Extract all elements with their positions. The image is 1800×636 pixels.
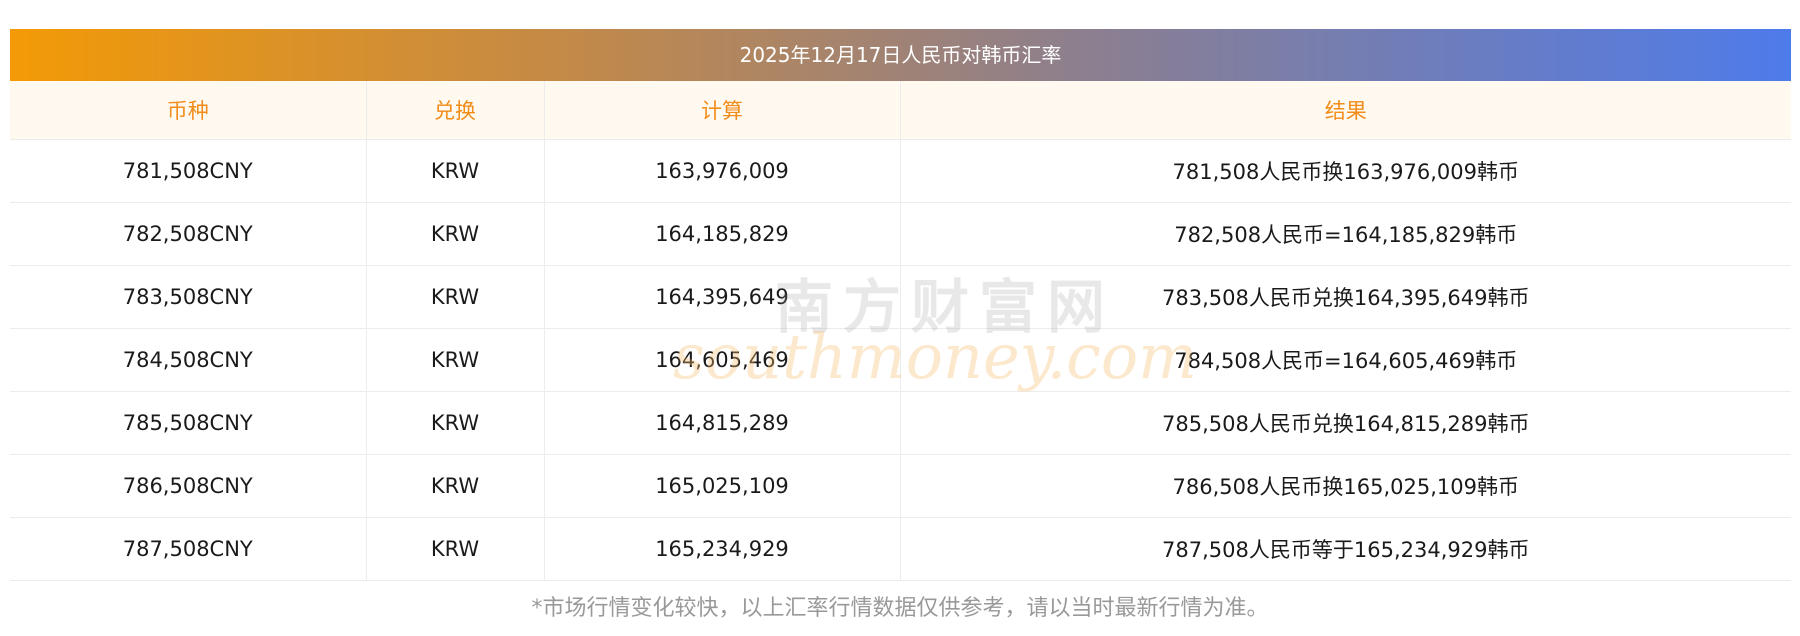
cell-result: 785,508人民币兑换164,815,289韩币 xyxy=(900,391,1791,455)
cell-amount: 165,025,109 xyxy=(544,454,901,518)
column-header-currency: 币种 xyxy=(10,81,367,140)
cell-target: KRW xyxy=(366,517,545,581)
exchange-rate-table: 币种 兑换 计算 结果 781,508CNY KRW 163,976,009 7… xyxy=(10,81,1791,581)
table-row: 782,508CNY KRW 164,185,829 782,508人民币=16… xyxy=(10,202,1791,266)
cell-target: KRW xyxy=(366,265,545,329)
cell-result: 786,508人民币换165,025,109韩币 xyxy=(900,454,1791,518)
cell-result: 782,508人民币=164,185,829韩币 xyxy=(900,202,1791,266)
column-header-result: 结果 xyxy=(900,81,1791,140)
cell-target: KRW xyxy=(366,391,545,455)
disclaimer-footnote: *市场行情变化较快，以上汇率行情数据仅供参考，请以当时最新行情为准。 xyxy=(531,596,1269,621)
cell-amount: 164,185,829 xyxy=(544,202,901,266)
cell-target: KRW xyxy=(366,454,545,518)
cell-currency: 787,508CNY xyxy=(10,517,367,581)
cell-result: 783,508人民币兑换164,395,649韩币 xyxy=(900,265,1791,329)
cell-target: KRW xyxy=(366,139,545,203)
table-row: 787,508CNY KRW 165,234,929 787,508人民币等于1… xyxy=(10,517,1791,581)
table-row: 781,508CNY KRW 163,976,009 781,508人民币换16… xyxy=(10,139,1791,203)
cell-amount: 164,395,649 xyxy=(544,265,901,329)
table-row: 784,508CNY KRW 164,605,469 784,508人民币=16… xyxy=(10,328,1791,392)
table-title: 2025年12月17日人民币对韩币汇率 xyxy=(10,29,1791,81)
cell-result: 787,508人民币等于165,234,929韩币 xyxy=(900,517,1791,581)
cell-amount: 165,234,929 xyxy=(544,517,901,581)
column-header-calculation: 计算 xyxy=(544,81,901,140)
cell-currency: 781,508CNY xyxy=(10,139,367,203)
cell-currency: 783,508CNY xyxy=(10,265,367,329)
table-row: 783,508CNY KRW 164,395,649 783,508人民币兑换1… xyxy=(10,265,1791,329)
table-row: 786,508CNY KRW 165,025,109 786,508人民币换16… xyxy=(10,454,1791,518)
cell-currency: 786,508CNY xyxy=(10,454,367,518)
cell-result: 781,508人民币换163,976,009韩币 xyxy=(900,139,1791,203)
cell-target: KRW xyxy=(366,328,545,392)
cell-result: 784,508人民币=164,605,469韩币 xyxy=(900,328,1791,392)
rate-table-card: 2025年12月17日人民币对韩币汇率 币种 兑换 计算 结果 781,508C… xyxy=(10,29,1791,581)
table-row: 785,508CNY KRW 164,815,289 785,508人民币兑换1… xyxy=(10,391,1791,455)
cell-currency: 785,508CNY xyxy=(10,391,367,455)
cell-currency: 782,508CNY xyxy=(10,202,367,266)
cell-amount: 163,976,009 xyxy=(544,139,901,203)
cell-target: KRW xyxy=(366,202,545,266)
cell-currency: 784,508CNY xyxy=(10,328,367,392)
column-header-exchange: 兑换 xyxy=(366,81,545,140)
table-header-row: 币种 兑换 计算 结果 xyxy=(10,81,1791,140)
cell-amount: 164,605,469 xyxy=(544,328,901,392)
cell-amount: 164,815,289 xyxy=(544,391,901,455)
